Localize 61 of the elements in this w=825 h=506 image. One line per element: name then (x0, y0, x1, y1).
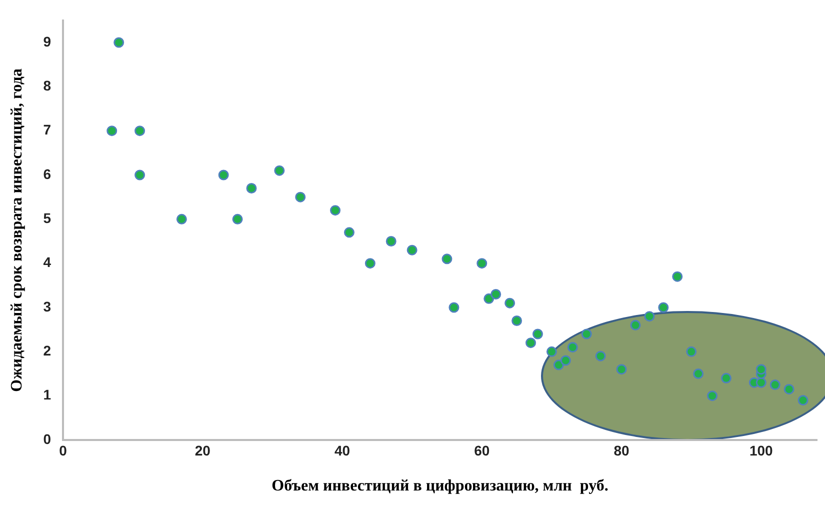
point (218, 170, 229, 180)
point (134, 126, 146, 136)
point (798, 395, 808, 406)
y-tick-label: 3 (43, 298, 52, 314)
y-tick-label: 7 (43, 122, 52, 138)
point (406, 244, 418, 256)
point (114, 37, 124, 48)
point (448, 302, 460, 313)
point (526, 338, 536, 348)
point (274, 165, 285, 176)
point (484, 293, 494, 304)
point (504, 298, 516, 308)
point (756, 364, 766, 375)
x-tick-label: 40 (334, 442, 350, 458)
point (560, 355, 571, 366)
point (330, 205, 341, 216)
point (595, 350, 606, 362)
y-tick-label: 0 (43, 430, 52, 447)
point (512, 315, 522, 326)
y-tick-label: 9 (43, 33, 52, 50)
point (232, 214, 243, 224)
point (720, 372, 732, 384)
y-axis-title: Ожидаемый срок возврата инвестиций, года (8, 68, 26, 392)
x-tick-label: 100 (749, 442, 774, 458)
point (581, 328, 592, 340)
point (134, 170, 146, 180)
point (106, 126, 118, 136)
point (616, 364, 627, 375)
point (707, 390, 718, 402)
y-tick-label: 6 (43, 166, 52, 182)
point (546, 346, 557, 357)
x-axis-title: Объем инвестиций в цифровизацию, млн руб. (272, 478, 608, 495)
x-tick-label: 0 (59, 442, 68, 458)
point (490, 288, 502, 300)
point (476, 258, 488, 269)
point (442, 254, 452, 264)
x-tick-label: 20 (194, 442, 211, 458)
point (686, 346, 697, 357)
point (567, 342, 578, 352)
point (770, 380, 780, 390)
point (658, 302, 669, 313)
point (532, 328, 543, 340)
x-tick-label: 60 (474, 442, 490, 458)
point (672, 271, 683, 282)
point (630, 320, 641, 330)
y-tick-label: 1 (43, 386, 52, 403)
point (364, 258, 376, 269)
point (644, 311, 655, 322)
point (246, 182, 257, 194)
point (344, 227, 354, 238)
y-tick-label: 2 (43, 342, 52, 359)
point (693, 368, 704, 379)
point (176, 214, 187, 224)
point (295, 192, 306, 202)
x-tick-label: 80 (614, 442, 630, 458)
point (756, 377, 766, 388)
point (784, 384, 794, 394)
y-tick-label: 5 (43, 210, 52, 226)
y-tick-label: 8 (43, 78, 52, 94)
y-tick-label: 4 (43, 254, 52, 270)
point (386, 236, 396, 246)
